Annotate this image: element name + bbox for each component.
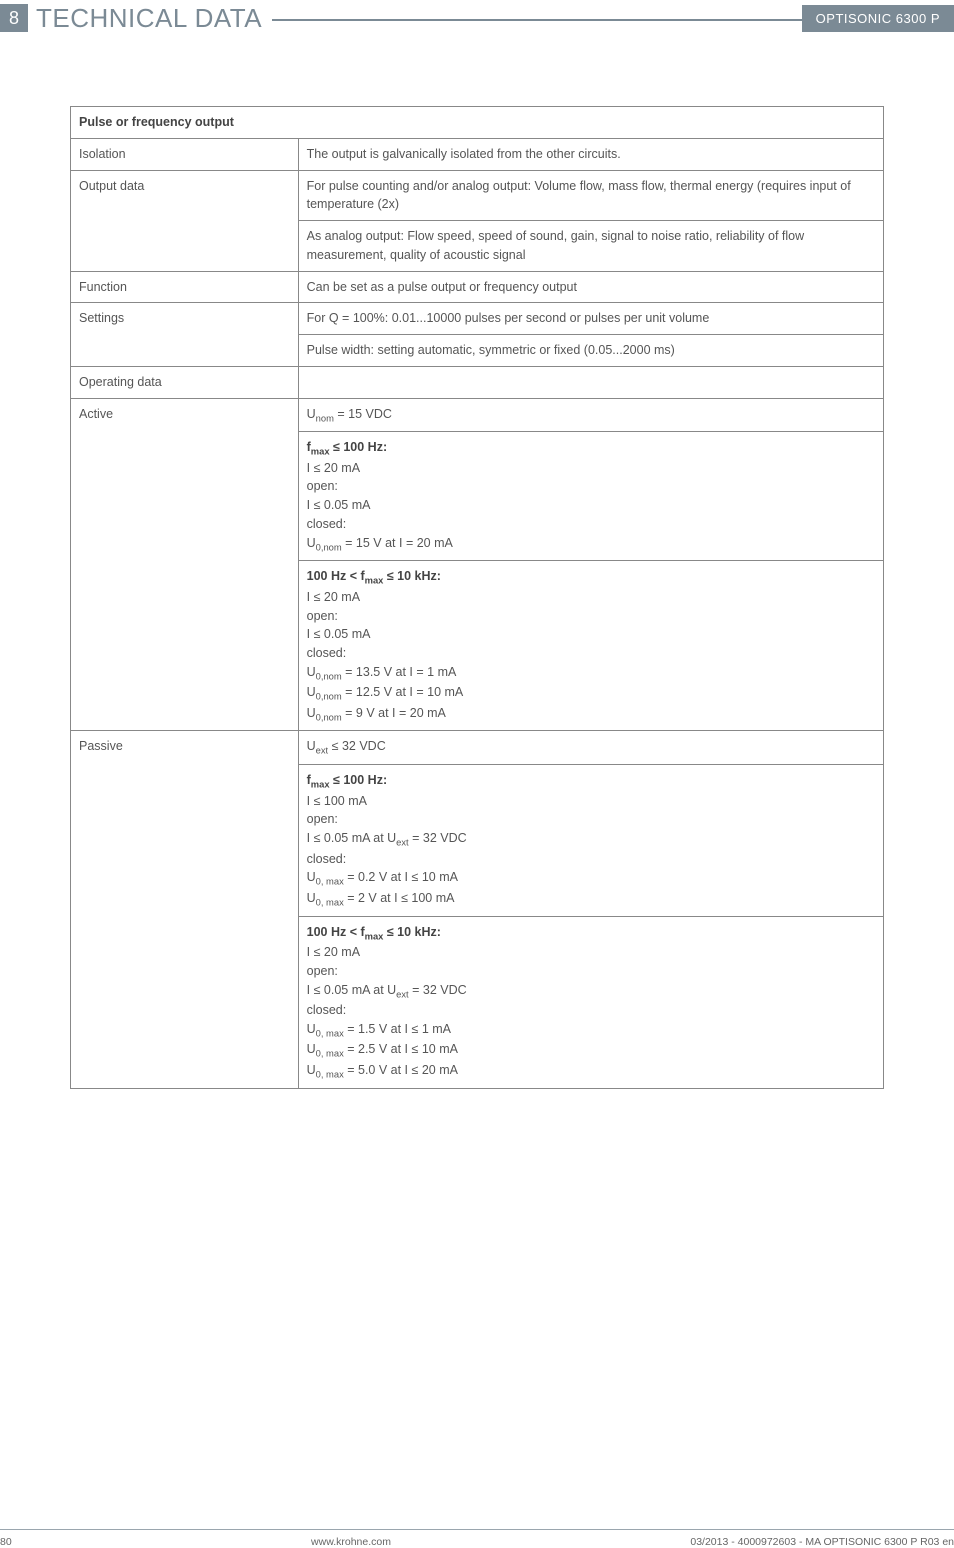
row-value: For Q = 100%: 0.01...10000 pulses per se… [298, 303, 883, 335]
row-label: Settings [71, 303, 299, 367]
content-area: Pulse or frequency output Isolation The … [0, 106, 954, 1089]
page-header: 8 TECHNICAL DATA OPTISONIC 6300 P [0, 0, 954, 36]
table-section-row: Pulse or frequency output [71, 107, 884, 139]
row-label: Passive [71, 731, 299, 1088]
table-row: Passive Uext ≤ 32 VDC [71, 731, 884, 765]
table-row: Operating data [71, 366, 884, 398]
row-label: Output data [71, 170, 299, 271]
page-number: 80 [0, 1536, 12, 1548]
formula-text: I ≤ 20 mAopen:I ≤ 0.05 mA at Uext = 32 V… [307, 945, 467, 1077]
row-value [298, 366, 883, 398]
table-row: Output data For pulse counting and/or an… [71, 170, 884, 221]
row-label: Active [71, 398, 299, 731]
product-badge: OPTISONIC 6300 P [802, 5, 954, 32]
formula-text: Unom = 15 VDC [307, 407, 392, 421]
spec-table: Pulse or frequency output Isolation The … [70, 106, 884, 1089]
formula-text: I ≤ 20 mAopen:I ≤ 0.05 mAclosed:U0,nom =… [307, 461, 453, 550]
formula-text: I ≤ 20 mAopen:I ≤ 0.05 mAclosed:U0,nom =… [307, 590, 464, 720]
row-value: fmax ≤ 100 Hz: I ≤ 100 mAopen:I ≤ 0.05 m… [298, 765, 883, 917]
block-title: 100 Hz < fmax ≤ 10 kHz: [307, 569, 441, 583]
block-title: fmax ≤ 100 Hz: [307, 773, 387, 787]
row-value: Unom = 15 VDC [298, 398, 883, 432]
table-row: Settings For Q = 100%: 0.01...10000 puls… [71, 303, 884, 335]
footer-doc: 03/2013 - 4000972603 - MA OPTISONIC 6300… [690, 1536, 954, 1548]
row-label: Operating data [71, 366, 299, 398]
formula-text: Uext ≤ 32 VDC [307, 739, 386, 753]
header-rule [272, 19, 802, 21]
row-label: Function [71, 271, 299, 303]
row-value: As analog output: Flow speed, speed of s… [298, 221, 883, 272]
row-value: 100 Hz < fmax ≤ 10 kHz: I ≤ 20 mAopen:I … [298, 916, 883, 1088]
chapter-title: TECHNICAL DATA [36, 3, 262, 34]
formula-text: I ≤ 100 mAopen:I ≤ 0.05 mA at Uext = 32 … [307, 794, 467, 905]
row-value: 100 Hz < fmax ≤ 10 kHz: I ≤ 20 mAopen:I … [298, 561, 883, 731]
page-footer: 80 www.krohne.com 03/2013 - 4000972603 -… [0, 1529, 954, 1548]
table-row: Isolation The output is galvanically iso… [71, 138, 884, 170]
table-row: Active Unom = 15 VDC [71, 398, 884, 432]
row-label: Isolation [71, 138, 299, 170]
footer-site: www.krohne.com [311, 1536, 391, 1548]
section-title: Pulse or frequency output [71, 107, 884, 139]
chapter-number-badge: 8 [0, 4, 28, 32]
block-title: 100 Hz < fmax ≤ 10 kHz: [307, 925, 441, 939]
row-value: Can be set as a pulse output or frequenc… [298, 271, 883, 303]
row-value: The output is galvanically isolated from… [298, 138, 883, 170]
row-value: Pulse width: setting automatic, symmetri… [298, 335, 883, 367]
block-title: fmax ≤ 100 Hz: [307, 440, 387, 454]
row-value: Uext ≤ 32 VDC [298, 731, 883, 765]
table-row: Function Can be set as a pulse output or… [71, 271, 884, 303]
row-value: For pulse counting and/or analog output:… [298, 170, 883, 221]
row-value: fmax ≤ 100 Hz: I ≤ 20 mAopen:I ≤ 0.05 mA… [298, 432, 883, 561]
